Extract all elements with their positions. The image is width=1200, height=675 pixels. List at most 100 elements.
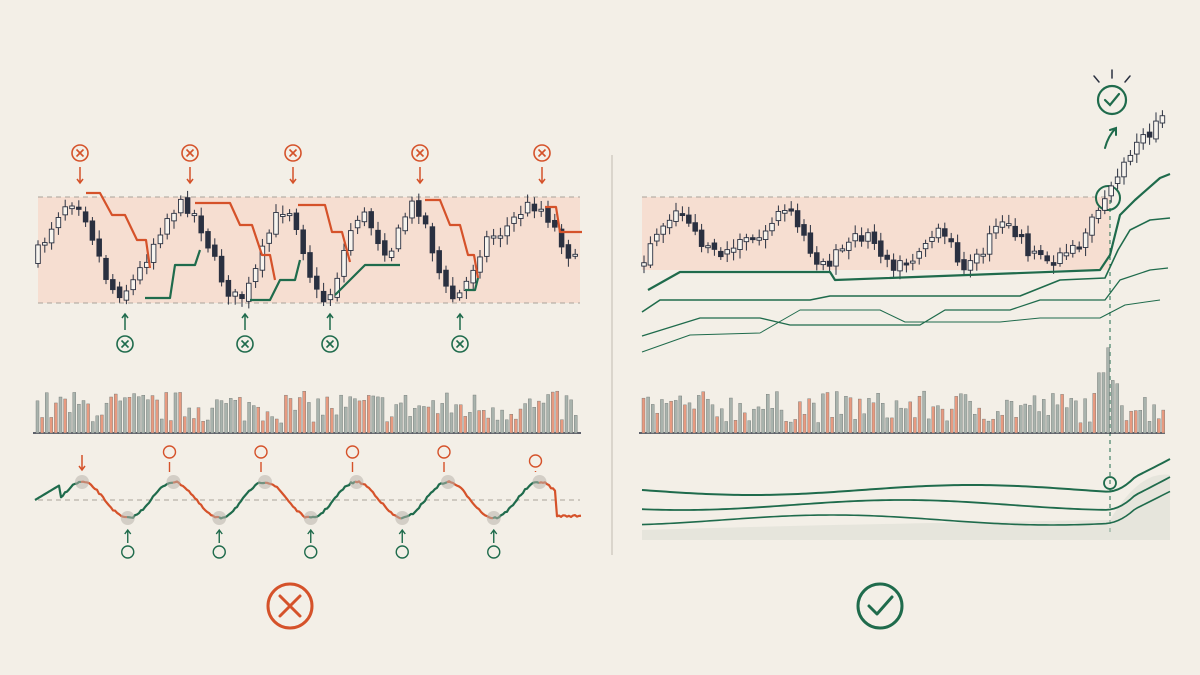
volume-bar [936, 405, 940, 434]
volume-bar [344, 406, 348, 434]
volume-bar [1009, 401, 1014, 434]
volume-bar [858, 398, 862, 434]
candle-body [565, 244, 572, 259]
volume-bar [551, 391, 555, 434]
volume-bar [187, 407, 192, 434]
volume-bar [738, 403, 742, 434]
arrow [398, 528, 406, 543]
candle-body [239, 294, 245, 299]
volume-bar [766, 394, 770, 434]
candle-body [266, 232, 272, 244]
candle-body [718, 250, 724, 258]
volume-bar [164, 392, 169, 434]
candle-body [967, 260, 974, 271]
volume-bar [651, 404, 655, 434]
volume-bar [210, 407, 215, 434]
extreme-dot [75, 475, 89, 489]
volume-bar [192, 418, 196, 434]
volume-bar [279, 422, 283, 434]
volume-bar [146, 399, 150, 434]
volume-bar [1115, 383, 1120, 434]
volume-bar [922, 390, 926, 434]
candle-body [490, 235, 497, 239]
volume-bar [219, 400, 224, 434]
volume-bar [687, 402, 692, 434]
volume-bar [436, 413, 440, 434]
volume-bar [293, 409, 297, 434]
candle-body [524, 201, 531, 214]
volume-bar [724, 421, 728, 434]
candle-body [801, 224, 807, 236]
candle-body [293, 212, 300, 231]
volume-bar [1051, 393, 1055, 434]
candle-body [42, 242, 48, 246]
candle-body [150, 243, 157, 263]
volume-bar [743, 412, 747, 434]
volume-bar [1106, 347, 1110, 434]
x-marker-cross [240, 339, 250, 349]
volume-bar [155, 399, 159, 434]
candle-body [999, 221, 1006, 228]
volume-bar [1138, 410, 1143, 434]
volume-bar [986, 420, 991, 434]
candle-body [368, 211, 374, 229]
volume-bar [472, 394, 477, 434]
candle-body [1070, 244, 1076, 254]
volume-bar [1120, 405, 1124, 434]
candle-body [300, 229, 306, 255]
volume-bar [1156, 418, 1161, 434]
candle-body [1057, 252, 1063, 264]
x-marker [437, 445, 451, 459]
candle-body [974, 253, 980, 264]
candle-body [948, 238, 954, 243]
volume-bar [812, 402, 816, 434]
volume-bar [761, 408, 765, 434]
volume-bar [215, 399, 219, 434]
candle-body [692, 222, 698, 232]
support-line [641, 299, 1161, 353]
stop-line [298, 203, 352, 263]
volume-bar [894, 400, 899, 434]
volume-bar [655, 412, 659, 434]
candle-body [833, 249, 839, 267]
candle-body [878, 240, 884, 257]
volume-bar [482, 410, 486, 434]
candle-body [1050, 262, 1057, 266]
fail-icon [266, 582, 314, 630]
trend-line [641, 490, 1171, 526]
candle-body [1076, 246, 1082, 250]
volume-bar [63, 398, 67, 434]
extreme-dot [532, 475, 547, 489]
volume-bar [839, 413, 843, 434]
volume-bar [646, 396, 650, 434]
volume-bar [954, 396, 958, 434]
volume-bar [793, 419, 797, 434]
volume-bar [49, 417, 53, 434]
candle-body [518, 214, 524, 219]
candle-body [865, 232, 871, 242]
oscillator [172, 480, 220, 519]
candle-body [1153, 120, 1159, 140]
volume-bar [380, 397, 385, 434]
volume-bar [205, 419, 210, 434]
volume-bar [1019, 405, 1023, 434]
candle-body [743, 237, 750, 243]
candle-body [839, 248, 846, 252]
volume-bar [201, 421, 205, 434]
volume-bar [977, 407, 981, 434]
volume-bar [275, 418, 279, 434]
candle-body [993, 225, 999, 234]
volume-bar [233, 400, 238, 434]
volume-bar [1133, 410, 1138, 434]
x-marker [395, 545, 409, 559]
candle-body [218, 255, 225, 283]
candle-body [55, 217, 62, 229]
x-marker [284, 144, 302, 162]
volume-bar [445, 392, 449, 434]
volume-bar [468, 412, 472, 434]
volume-bar [431, 400, 435, 434]
volume-bar [123, 397, 127, 434]
x-marker [236, 335, 254, 353]
stop-line [545, 205, 582, 234]
support-line [647, 172, 1171, 291]
